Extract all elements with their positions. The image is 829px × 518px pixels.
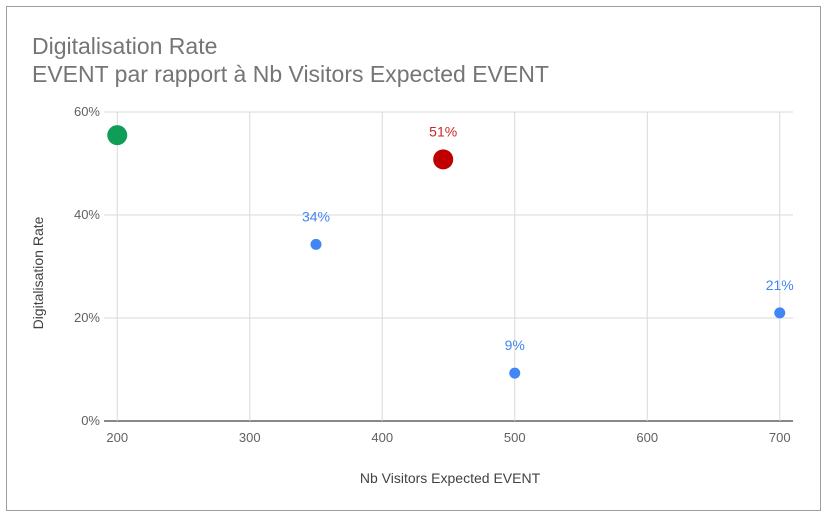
chart-frame	[6, 6, 821, 511]
x-tick-label: 700	[769, 430, 791, 445]
x-tick-label: 200	[106, 430, 128, 445]
chart-subtitle: EVENT par rapport à Nb Visitors Expected…	[32, 61, 549, 87]
data-label: 34%	[302, 208, 330, 224]
x-tick-label: 400	[371, 430, 393, 445]
chart-title: Digitalisation Rate	[32, 33, 218, 59]
y-tick-label: 0%	[81, 413, 100, 428]
tick-labels: 0% 20% 40% 60% 200 300 400 500 600 700	[74, 104, 791, 445]
data-point	[107, 125, 128, 146]
y-tick-label: 40%	[74, 207, 100, 222]
data-label: 21%	[766, 277, 794, 293]
y-tick-label: 60%	[74, 104, 100, 119]
x-tick-label: 300	[239, 430, 261, 445]
data-label: 9%	[505, 337, 525, 353]
data-point	[509, 367, 521, 379]
data-label: 51%	[429, 123, 457, 139]
x-tick-label: 600	[636, 430, 658, 445]
data-point	[433, 149, 454, 170]
y-tick-label: 20%	[74, 310, 100, 325]
x-tick-label: 500	[504, 430, 526, 445]
x-axis-label: Nb Visitors Expected EVENT	[360, 470, 541, 486]
data-points: 34% 51% 9% 21%	[107, 123, 794, 379]
data-point	[310, 238, 322, 250]
data-point	[774, 307, 786, 319]
y-axis-label: Digitalisation Rate	[30, 216, 46, 329]
